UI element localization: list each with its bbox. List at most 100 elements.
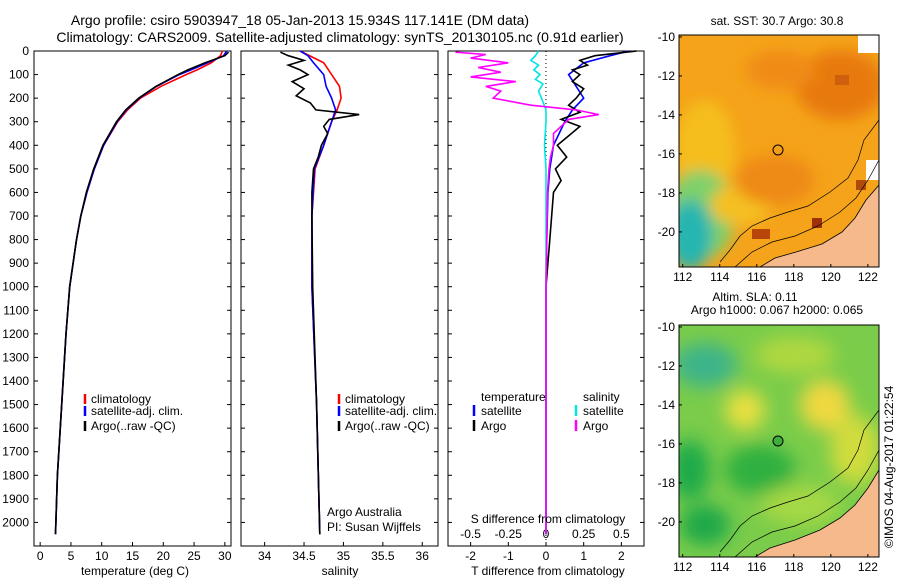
sst-hot-pixel: [752, 229, 770, 239]
depth-tick-label: 1700: [2, 445, 29, 459]
sst-hot-pixel: [856, 180, 866, 190]
depth-tick-label: 1300: [2, 350, 29, 364]
legend-label-satellite: satellite-adj. clim.: [91, 404, 183, 418]
x-tick-label: 0: [37, 549, 44, 563]
depth-tick-label: 1100: [3, 303, 29, 317]
depth-tick-label: 700: [9, 209, 29, 223]
sla-high-patch: [725, 390, 765, 430]
salinity-plot-frame: [240, 50, 439, 547]
depth-tick-label: 100: [9, 68, 29, 82]
depth-tick-label: 1600: [2, 421, 29, 435]
map-y-tick-label: -16: [658, 147, 676, 161]
legend-label-climatology: climatology: [91, 392, 151, 406]
difference-top-x-label: S difference from climatology: [471, 512, 626, 526]
map-x-tick-label: 120: [821, 270, 841, 284]
credit-line2: PI: Susan Wijffels: [327, 520, 421, 534]
legend-label-climatology: climatology: [345, 392, 405, 406]
x-tick-label: 15: [126, 549, 140, 563]
depth-tick-label: 200: [9, 91, 29, 105]
depth-tick-label: 1400: [2, 374, 29, 388]
sst-land: [759, 184, 879, 267]
series-line-s-argo: [455, 51, 599, 535]
map-x-tick-label: 116: [747, 560, 766, 574]
legend-label-argo: Argo(..raw -QC): [91, 419, 176, 433]
map-x-tick-label: 118: [784, 560, 803, 574]
x-tick-label: -1: [503, 549, 514, 563]
map-y-tick-label: -20: [658, 225, 676, 239]
credit-line1: Argo Australia: [327, 505, 402, 519]
imos-timestamp: ©IMOS 04-Aug-2017 01:22:54: [882, 385, 896, 548]
chart-title-line1: Argo profile: csiro 5903947_18 05-Jan-20…: [71, 12, 529, 28]
map-y-tick-label: -10: [658, 30, 676, 44]
depth-tick-label: 800: [9, 233, 29, 247]
sla-high-patch: [830, 415, 879, 485]
top-x-tick-label: -0.5: [460, 527, 481, 541]
series-line-argo-raw-qc-: [280, 51, 360, 535]
sst-cloud-gap: [858, 35, 879, 53]
map-x-tick-label: 112: [673, 560, 692, 574]
sst-hot-pixel: [835, 75, 849, 85]
series-line-argo-raw-qc-: [54, 51, 230, 535]
sst-hot-pixel: [812, 218, 822, 228]
map-y-tick-label: -12: [658, 359, 676, 373]
sla-land: [754, 469, 879, 557]
map-x-tick-label: 120: [821, 560, 841, 574]
legend-label-s-argo: Argo: [583, 419, 609, 433]
legend-label-satellite: satellite-adj. clim.: [345, 404, 437, 418]
map-x-tick-label: 122: [858, 270, 878, 284]
depth-tick-label: 2000: [2, 515, 29, 529]
x-tick-label: 2: [618, 549, 625, 563]
depth-tick-label: 400: [9, 138, 29, 152]
x-tick-label: 36: [416, 549, 430, 563]
depth-tick-label: 500: [9, 162, 29, 176]
sla-bathymetry-contour: [734, 449, 879, 557]
sst-map-frame: [678, 34, 880, 268]
sst-warm-patch: [735, 155, 815, 205]
map-x-tick-label: 116: [747, 270, 766, 284]
depth-tick-label: 300: [9, 115, 29, 129]
depth-tick-label: 1500: [2, 398, 29, 412]
salinity-legend: climatology satellite-adj. clim. Argo(..…: [337, 392, 437, 433]
sla-argo-marker: [772, 435, 784, 447]
x-tick-label: 5: [68, 549, 75, 563]
sla-map-frame: [678, 324, 880, 558]
sla-low-patch: [679, 440, 710, 500]
sla-high-patch: [800, 380, 850, 430]
top-x-tick-label: -0.25: [495, 527, 523, 541]
map-x-tick-label: 114: [710, 270, 729, 284]
sst-bathymetry-contour: [719, 119, 879, 263]
legend-label-t-argo: Argo: [481, 419, 507, 433]
map-y-tick-label: -18: [658, 186, 676, 200]
x-tick-label: 20: [157, 549, 171, 563]
sst-map-title: sat. SST: 30.7 Argo: 30.8: [711, 14, 844, 28]
salinity-x-label: salinity: [322, 564, 359, 578]
sst-cloud-gap: [866, 160, 879, 180]
x-tick-label: -2: [465, 549, 476, 563]
x-tick-label: 1: [580, 549, 587, 563]
x-tick-label: 30: [218, 549, 232, 563]
map-y-tick-label: -18: [658, 476, 676, 490]
top-x-tick-label: 0.5: [613, 527, 630, 541]
series-line-s-satellite: [529, 50, 547, 535]
x-tick-label: 34: [258, 549, 272, 563]
depth-tick-label: 0: [22, 44, 29, 58]
x-tick-label: 10: [95, 549, 109, 563]
map-x-tick-label: 118: [784, 270, 803, 284]
sst-argo-marker: [772, 144, 784, 156]
depth-tick-label: 1900: [2, 492, 29, 506]
sla-map: [679, 325, 879, 557]
legend-label-s-satellite: satellite: [583, 404, 624, 418]
temperature-x-label: temperature (deg C): [81, 564, 189, 578]
depth-tick-label: 1200: [2, 327, 29, 341]
chart-title-line2: Climatology: CARS2009. Satellite-adjuste…: [56, 29, 623, 45]
x-tick-label: 34.5: [292, 549, 316, 563]
depth-tick-label: 600: [9, 185, 29, 199]
map-x-tick-label: 112: [673, 270, 692, 284]
sla-low-patch: [679, 343, 737, 387]
temperature-plot-frame: [33, 50, 232, 547]
sla-bathymetry-contour: [719, 409, 879, 553]
legend-head-salinity: salinity: [583, 390, 620, 404]
difference-legend: temperature salinity satellite Argo sate…: [472, 390, 624, 433]
sla-high-patch: [755, 337, 835, 373]
